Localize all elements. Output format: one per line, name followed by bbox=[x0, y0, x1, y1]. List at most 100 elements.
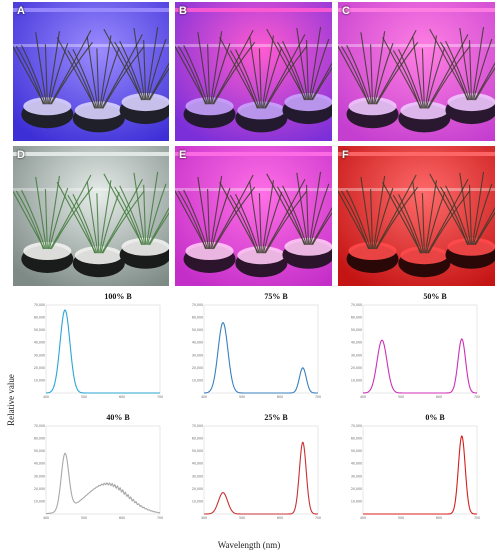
photo-label-d: D bbox=[17, 149, 25, 161]
x-tick-label: 500 bbox=[239, 395, 245, 399]
y-tick-label: 30,000 bbox=[192, 474, 203, 478]
y-tick-label: 30,000 bbox=[34, 353, 45, 357]
x-tick-label: 600 bbox=[436, 395, 442, 399]
y-tick-label: 40,000 bbox=[351, 462, 362, 466]
chart-title-5: 25% B bbox=[264, 413, 288, 422]
y-tick-label: 40,000 bbox=[34, 341, 45, 345]
y-tick-label: 70,000 bbox=[192, 424, 203, 428]
plot-area bbox=[203, 304, 319, 394]
y-tick-label: 50,000 bbox=[192, 328, 203, 332]
y-tick-label: 60,000 bbox=[351, 437, 362, 441]
y-tick-label: 20,000 bbox=[192, 487, 203, 491]
y-tick-label: 20,000 bbox=[351, 366, 362, 370]
x-tick-label: 600 bbox=[436, 516, 442, 520]
photo-a: A bbox=[13, 2, 169, 141]
y-tick-label: 40,000 bbox=[351, 341, 362, 345]
y-tick-label: 40,000 bbox=[192, 341, 203, 345]
x-tick-label: 700 bbox=[315, 395, 321, 399]
y-tick-label: 10,000 bbox=[192, 499, 203, 503]
x-tick-label: 500 bbox=[398, 516, 404, 520]
y-tick-label: 10,000 bbox=[351, 499, 362, 503]
plot-area bbox=[362, 425, 478, 515]
x-axis-label: Wavelength (nm) bbox=[217, 540, 281, 550]
plot-area bbox=[45, 425, 161, 515]
photo-d: D bbox=[13, 146, 169, 286]
spectrum-line bbox=[45, 309, 160, 394]
x-tick-label: 600 bbox=[119, 395, 125, 399]
y-tick-label: 50,000 bbox=[351, 328, 362, 332]
y-tick-label: 60,000 bbox=[192, 316, 203, 320]
x-tick-label: 400 bbox=[43, 516, 49, 520]
spectrum-line bbox=[203, 321, 318, 394]
chart-title-3: 50% B bbox=[423, 292, 447, 301]
photo-label-b: B bbox=[179, 5, 187, 17]
y-tick-label: 50,000 bbox=[34, 328, 45, 332]
y-tick-label: 10,000 bbox=[34, 378, 45, 382]
y-tick-label: 10,000 bbox=[351, 378, 362, 382]
chart-6: 70,000 60,000 50,000 40,000 30,000 20,000 10,0… bbox=[351, 424, 480, 520]
y-tick-label: 20,000 bbox=[34, 366, 45, 370]
y-tick-label: 50,000 bbox=[34, 449, 45, 453]
photo-f: F bbox=[338, 146, 495, 286]
chart-3: 70,000 60,000 50,000 40,000 30,000 20,000 10,0… bbox=[351, 303, 480, 399]
x-tick-label: 500 bbox=[81, 395, 87, 399]
x-tick-label: 600 bbox=[277, 516, 283, 520]
x-tick-label: 700 bbox=[315, 516, 321, 520]
y-tick-label: 40,000 bbox=[34, 462, 45, 466]
x-tick-label: 500 bbox=[81, 516, 87, 520]
x-tick-label: 400 bbox=[43, 395, 49, 399]
x-tick-label: 700 bbox=[474, 516, 480, 520]
x-tick-label: 500 bbox=[398, 395, 404, 399]
y-tick-label: 50,000 bbox=[192, 449, 203, 453]
y-axis-label: Relative value bbox=[6, 374, 16, 426]
y-tick-label: 20,000 bbox=[351, 487, 362, 491]
y-tick-label: 70,000 bbox=[34, 424, 45, 428]
y-tick-label: 60,000 bbox=[34, 316, 45, 320]
y-tick-label: 10,000 bbox=[192, 378, 203, 382]
y-tick-label: 60,000 bbox=[34, 437, 45, 441]
y-tick-label: 70,000 bbox=[351, 424, 362, 428]
y-tick-label: 30,000 bbox=[34, 474, 45, 478]
y-tick-label: 60,000 bbox=[351, 316, 362, 320]
y-tick-label: 60,000 bbox=[192, 437, 203, 441]
photo-label-a: A bbox=[17, 5, 25, 17]
y-tick-label: 30,000 bbox=[192, 353, 203, 357]
x-tick-label: 700 bbox=[474, 395, 480, 399]
chart-1: 70,000 60,000 50,000 40,000 30,000 20,000 10,0… bbox=[34, 303, 163, 399]
photo-label-f: F bbox=[342, 149, 349, 161]
chart-title-2: 75% B bbox=[264, 292, 288, 301]
chart-5: 70,000 60,000 50,000 40,000 30,000 20,000 10,0… bbox=[192, 424, 321, 520]
chart-2: 70,000 60,000 50,000 40,000 30,000 20,000 10,0… bbox=[192, 303, 321, 399]
y-tick-label: 70,000 bbox=[34, 303, 45, 307]
y-tick-label: 70,000 bbox=[351, 303, 362, 307]
y-tick-label: 40,000 bbox=[192, 462, 203, 466]
y-tick-label: 20,000 bbox=[34, 487, 45, 491]
x-tick-label: 400 bbox=[360, 516, 366, 520]
plot-area bbox=[45, 304, 161, 394]
y-tick-label: 30,000 bbox=[351, 474, 362, 478]
plot-area bbox=[362, 304, 478, 394]
chart-4: 70,000 60,000 50,000 40,000 30,000 20,000 10,0… bbox=[34, 424, 163, 520]
spectrum-line bbox=[363, 435, 478, 515]
x-tick-label: 700 bbox=[157, 395, 163, 399]
photo-label-e: E bbox=[179, 149, 187, 161]
photo-e: E bbox=[175, 146, 332, 286]
spectrum-line bbox=[45, 452, 161, 515]
y-tick-label: 50,000 bbox=[351, 449, 362, 453]
chart-title-1: 100% B bbox=[104, 292, 132, 301]
photo-c: C bbox=[338, 2, 495, 141]
x-tick-label: 600 bbox=[119, 516, 125, 520]
x-tick-label: 600 bbox=[277, 395, 283, 399]
spectrum-line bbox=[203, 441, 319, 515]
y-tick-label: 20,000 bbox=[192, 366, 203, 370]
plot-area bbox=[203, 425, 319, 515]
y-tick-label: 70,000 bbox=[192, 303, 203, 307]
chart-title-4: 40% B bbox=[106, 413, 130, 422]
photo-label-c: C bbox=[342, 5, 350, 17]
x-tick-label: 400 bbox=[360, 395, 366, 399]
y-tick-label: 10,000 bbox=[34, 499, 45, 503]
spectrum-line bbox=[362, 338, 478, 394]
photo-b: B bbox=[175, 2, 332, 141]
chart-title-6: 0% B bbox=[425, 413, 445, 422]
x-tick-label: 400 bbox=[201, 395, 207, 399]
